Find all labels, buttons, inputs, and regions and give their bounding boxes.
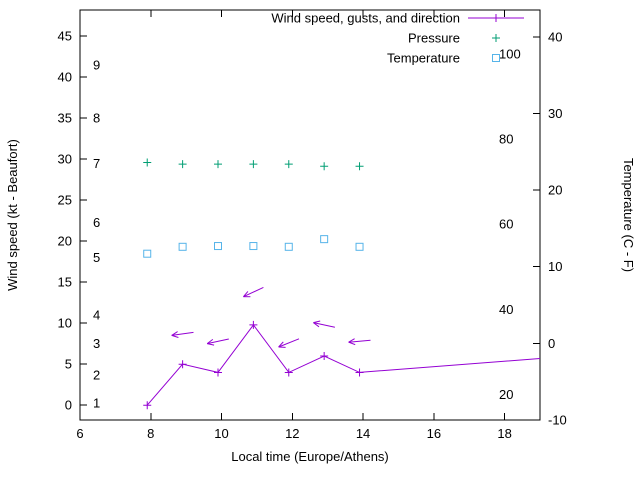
temperature-c-tick-label: 10 bbox=[548, 259, 562, 274]
x-tick-label: 14 bbox=[356, 426, 370, 441]
wind-speed-tick-label: 35 bbox=[58, 111, 72, 126]
temperature-c-tick-label: -10 bbox=[548, 413, 567, 428]
plot-border bbox=[79, 9, 541, 421]
x-tick-label: 10 bbox=[214, 426, 228, 441]
beaufort-scale-label: 1 bbox=[93, 395, 100, 410]
wind-speed-tick-label: 45 bbox=[58, 29, 72, 44]
beaufort-scale-label: 9 bbox=[93, 57, 100, 72]
left-axis-title: Wind speed (kt - Beaufort) bbox=[5, 139, 20, 291]
beaufort-scale-label: 5 bbox=[93, 250, 100, 265]
axis-tick-labels: 6 8 10 12 14 16 18051015202530354045-100102030… bbox=[58, 29, 567, 441]
beaufort-scale-label: 6 bbox=[93, 215, 100, 230]
fahrenheit-scale-label: 60 bbox=[499, 217, 513, 232]
legend-label: Temperature bbox=[387, 51, 460, 66]
legend-label: Wind speed, gusts, and direction bbox=[271, 11, 460, 26]
beaufort-scale-label: 7 bbox=[93, 156, 100, 171]
series-layer bbox=[143, 158, 541, 410]
beaufort-scale-label: 4 bbox=[93, 308, 100, 323]
x-tick-label: 16 bbox=[427, 426, 441, 441]
wind-speed-tick-label: 15 bbox=[58, 275, 72, 290]
temperature-c-tick-label: 20 bbox=[548, 183, 562, 198]
wind-speed-tick-label: 20 bbox=[58, 234, 72, 249]
pressure-series bbox=[143, 158, 364, 171]
fahrenheit-scale-label: 40 bbox=[499, 302, 513, 317]
wind-speed-tick-label: 10 bbox=[58, 316, 72, 331]
beaufort-scale-label: 3 bbox=[93, 336, 100, 351]
x-tick-label: 8 bbox=[147, 426, 154, 441]
wind-series bbox=[143, 286, 541, 410]
axes bbox=[79, 9, 541, 421]
wind-speed-tick-label: 25 bbox=[58, 193, 72, 208]
beaufort-scale-label: 8 bbox=[93, 111, 100, 126]
x-tick-label: 6 bbox=[76, 426, 83, 441]
x-tick-label: 18 bbox=[497, 426, 511, 441]
gust-direction-arrows bbox=[171, 286, 371, 348]
temperature-series bbox=[143, 235, 364, 258]
wind-speed-line bbox=[146, 324, 541, 406]
x-tick-label: 12 bbox=[285, 426, 299, 441]
wind-speed-tick-label: 30 bbox=[58, 152, 72, 167]
axis-titles: Local time (Europe/Athens) Wind speed (kt… bbox=[5, 139, 636, 464]
legend-label: Pressure bbox=[408, 31, 460, 46]
legend: Wind speed, gusts, and direction Pressure… bbox=[271, 11, 524, 66]
wind-speed-tick-label: 5 bbox=[65, 357, 72, 372]
fahrenheit-scale-label: 20 bbox=[499, 387, 513, 402]
wind-speed-tick-label: 40 bbox=[58, 70, 72, 85]
right-axis-title: Temperature (C - F) bbox=[621, 158, 636, 272]
fahrenheit-scale-label: 100 bbox=[499, 46, 521, 61]
wind-speed-tick-label: 0 bbox=[65, 398, 72, 413]
x-axis-title: Local time (Europe/Athens) bbox=[231, 449, 389, 464]
fahrenheit-scale-label: 80 bbox=[499, 132, 513, 147]
temperature-c-tick-label: 40 bbox=[548, 29, 562, 44]
temperature-c-tick-label: 0 bbox=[548, 336, 555, 351]
temperature-c-tick-label: 30 bbox=[548, 106, 562, 121]
beaufort-scale-label: 2 bbox=[93, 367, 100, 382]
